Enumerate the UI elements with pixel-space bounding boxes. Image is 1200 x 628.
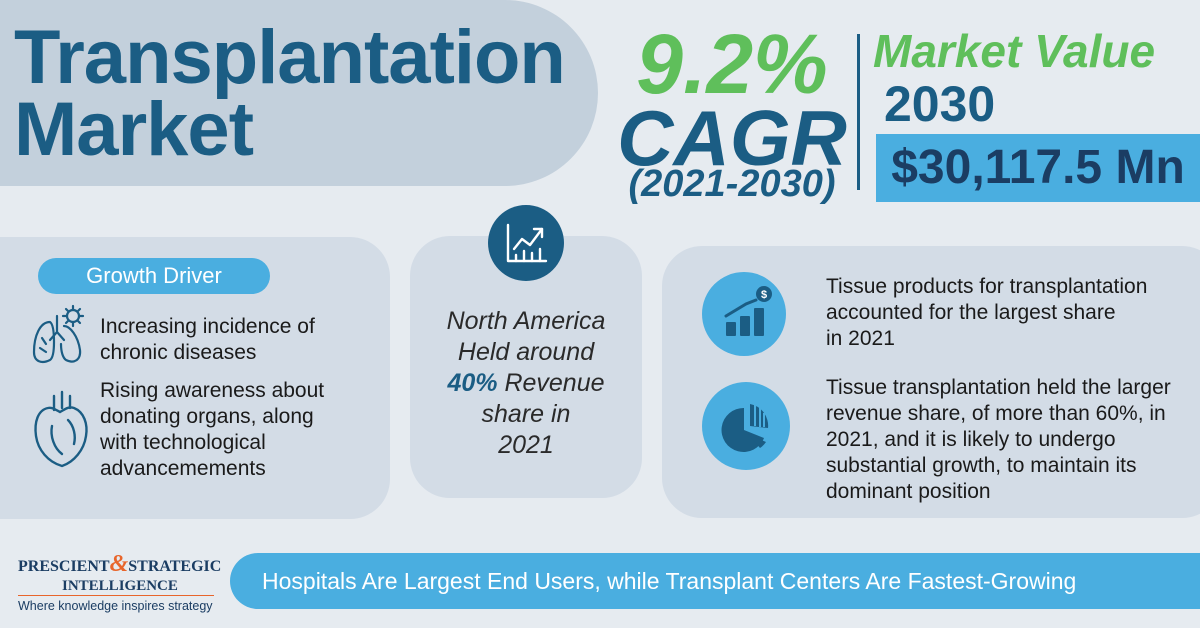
market-value-amount: $30,117.5 Mn — [876, 134, 1200, 202]
growth-driver-item-1: Increasing incidence of chronic diseases — [100, 315, 315, 364]
vertical-divider — [857, 34, 860, 190]
logo-intelligence: INTELLIGENCE — [62, 578, 178, 594]
svg-text:$: $ — [761, 289, 767, 301]
page-title: Transplantation Market — [14, 15, 566, 172]
growth-driver-item-2: Rising awareness about donating organs, … — [100, 379, 325, 480]
title-line-1: Transplantation — [14, 15, 566, 100]
insight-1-text: Tissue products for transplantation acco… — [826, 275, 1148, 350]
heart-icon — [34, 390, 88, 468]
pie-chart-icon — [702, 382, 790, 470]
footer-banner — [230, 553, 1200, 609]
growth-driver-badge: Growth Driver — [38, 258, 270, 294]
logo-divider — [18, 595, 214, 596]
cagr-value: 9.2% — [636, 17, 828, 111]
insight-2-text: Tissue transplantation held the larger r… — [826, 376, 1171, 503]
region-text: North America Held around 40% Revenue sh… — [446, 307, 606, 459]
market-value-year: 2030 — [884, 76, 996, 132]
footer-text: Hospitals Are Largest End Users, while T… — [262, 568, 1077, 594]
region-highlight: 40% — [447, 369, 498, 397]
revenue-bars-icon: $ — [702, 272, 786, 356]
market-value-title: Market Value — [873, 25, 1156, 77]
logo-tagline: Where knowledge inspires strategy — [18, 599, 213, 613]
company-logo: PRESCIENT&STRATEGIC — [18, 551, 222, 577]
growth-chart-icon — [488, 205, 564, 281]
title-line-2: Market — [14, 87, 254, 172]
cagr-period: (2021-2030) — [628, 163, 836, 205]
cagr-label: CAGR — [617, 94, 847, 182]
title-panel — [0, 0, 598, 186]
lungs-icon — [32, 304, 85, 363]
